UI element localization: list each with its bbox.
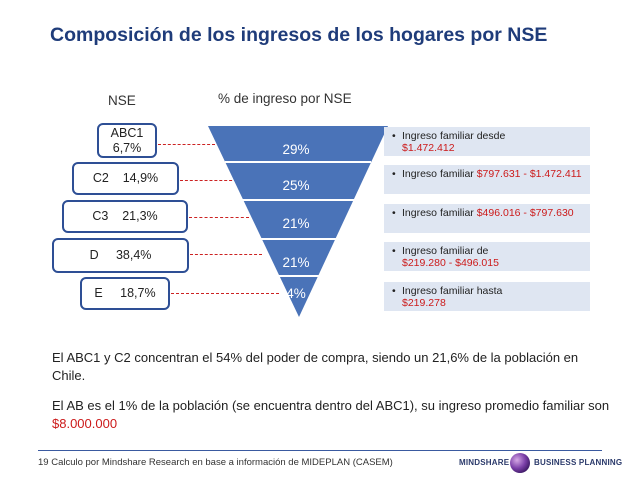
nse-box-c2: C2 14,9% bbox=[72, 162, 179, 195]
info-panel-abc1: • Ingreso familiar desde $1.472.412 bbox=[384, 127, 590, 156]
bullet-icon: • bbox=[392, 245, 396, 257]
summary-amount: $8.000.000 bbox=[52, 415, 118, 431]
connector-c2 bbox=[180, 180, 237, 181]
info-text: Ingreso familiar hasta bbox=[402, 285, 503, 297]
connector-abc1 bbox=[158, 144, 215, 145]
info-amount: $797.631 - $1.472.411 bbox=[476, 168, 582, 180]
funnel-pct-c3: 21% bbox=[282, 216, 309, 231]
funnel-pct-e: 4% bbox=[286, 286, 306, 301]
nse-box-label: E 18,7% bbox=[94, 286, 156, 300]
logo-right-text: BUSINESS PLANNING bbox=[534, 458, 623, 467]
info-amount: $219.280 - $496.015 bbox=[402, 257, 499, 269]
nse-box-label: D 38,4% bbox=[89, 248, 152, 262]
info-text: Ingreso familiar desde bbox=[402, 130, 506, 142]
page-title: Composición de los ingresos de los hogar… bbox=[50, 24, 548, 46]
bullet-icon: • bbox=[392, 207, 396, 219]
logo-left-text: MINDSHARE bbox=[459, 458, 510, 467]
nse-column-header: NSE bbox=[108, 93, 136, 108]
bullet-icon: • bbox=[392, 168, 396, 180]
info-amount: $496.016 - $797.630 bbox=[476, 207, 574, 219]
funnel-shape bbox=[208, 126, 388, 317]
nse-box-label: C3 21,3% bbox=[92, 209, 158, 223]
nse-box-label: C2 14,9% bbox=[92, 171, 159, 185]
info-amount: $219.278 bbox=[402, 297, 446, 309]
info-panel-c2: • Ingreso familiar $797.631 - $1.472.411 bbox=[384, 165, 590, 194]
funnel-pct-c2: 25% bbox=[282, 178, 309, 193]
connector-d bbox=[190, 254, 262, 255]
footer-note: 19 Calculo por Mindshare Research en bas… bbox=[38, 457, 393, 468]
summary-text: El AB es el 1% de la población (se encue… bbox=[52, 398, 610, 413]
connector-c3 bbox=[189, 217, 249, 218]
mindshare-logo: MINDSHARE BUSINESS PLANNING bbox=[459, 452, 622, 474]
info-amount: $1.472.412 bbox=[402, 142, 455, 154]
info-text: Ingreso familiar de bbox=[402, 245, 489, 257]
pct-column-header: % de ingreso por NSE bbox=[218, 91, 352, 106]
bullet-icon: • bbox=[392, 130, 396, 142]
connector-e bbox=[171, 293, 279, 294]
nse-box-abc1: ABC1 6,7% bbox=[97, 123, 157, 158]
funnel-pct-d: 21% bbox=[282, 255, 309, 270]
info-panel-d: • Ingreso familiar de $219.280 - $496.015 bbox=[384, 242, 590, 271]
logo-globe-icon bbox=[510, 453, 530, 473]
summary-paragraph-1: El ABC1 y C2 concentran el 54% del poder… bbox=[52, 350, 579, 383]
nse-box-label: ABC1 6,7% bbox=[110, 125, 144, 155]
bullet-icon: • bbox=[392, 285, 396, 297]
nse-box-c3: C3 21,3% bbox=[62, 200, 188, 233]
nse-box-e: E 18,7% bbox=[80, 277, 170, 310]
info-text: Ingreso familiar bbox=[402, 207, 474, 219]
nse-box-d: D 38,4% bbox=[52, 238, 189, 273]
funnel-pct-abc1: 29% bbox=[282, 142, 309, 157]
info-panel-e: • Ingreso familiar hasta $219.278 bbox=[384, 282, 590, 311]
info-text: Ingreso familiar bbox=[402, 168, 474, 180]
info-panel-c3: • Ingreso familiar $496.016 - $797.630 bbox=[384, 204, 590, 233]
footer-divider bbox=[38, 450, 602, 451]
summary-paragraph-2: El AB es el 1% de la población (se encue… bbox=[52, 397, 612, 432]
income-funnel: 29% 25% 21% 21% 4% bbox=[208, 126, 388, 317]
